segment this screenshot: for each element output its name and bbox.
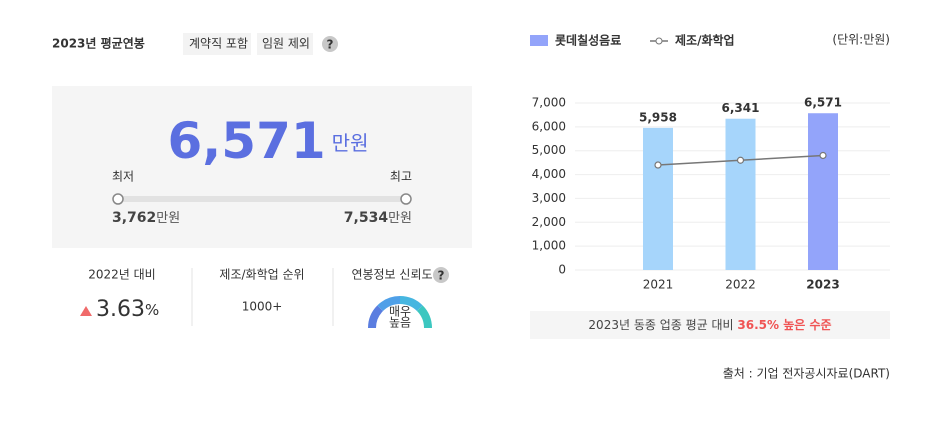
- range-max: [400, 193, 412, 205]
- legend-swatch: [655, 37, 663, 45]
- min: 3,762만원: [112, 210, 180, 226]
- comparison-highlight: 36.5% 높은 수준: [737, 318, 831, 332]
- bar: [643, 127, 673, 270]
- comparison: 2023년 동종 업종 평균 대비 36.5% 높은 수준: [588, 318, 831, 332]
- gauge-segment: [416, 305, 432, 329]
- value-label: 5,958: [639, 110, 677, 124]
- y-tick-label: 1,000: [532, 239, 566, 253]
- max-value: 7,534: [344, 210, 389, 226]
- gauge-segment: [377, 296, 401, 312]
- stat-number: 3.63: [96, 297, 145, 322]
- y-tick-label: 4,000: [532, 167, 566, 181]
- stat-label: 연봉정보 신뢰도: [351, 268, 432, 282]
- legend-label: 제조/화학업: [675, 33, 735, 48]
- y-tick-label: 7,000: [532, 96, 566, 110]
- gauge-segment: [399, 296, 423, 312]
- tag-bg: [257, 33, 313, 55]
- max-label: 최고: [390, 170, 412, 184]
- y-tick-label: 5,000: [532, 143, 566, 157]
- value-label: 6,341: [722, 101, 760, 115]
- min-label: 최저: [112, 170, 134, 184]
- y-tick-label: 6,000: [532, 119, 566, 133]
- range-min: [112, 193, 124, 205]
- help-icon[interactable]: [433, 267, 449, 283]
- line-marker: [819, 151, 827, 160]
- x-tick-label: 2021: [643, 278, 674, 292]
- legend-label: 롯데칠성음료: [555, 33, 621, 48]
- line-marker: [654, 161, 662, 169]
- bar: [725, 118, 756, 270]
- source: 출처 : 기업 전자공시자료(DART): [723, 367, 890, 381]
- max-unit: 만원: [388, 211, 412, 226]
- stat-label: 2022년 대비: [88, 268, 155, 282]
- line-marker: [736, 156, 745, 164]
- comparison-text: 2023년 동종 업종 평균 대비: [588, 318, 737, 332]
- tag-bg: [183, 33, 251, 55]
- range-track: [118, 196, 406, 202]
- salary-box: [52, 86, 472, 248]
- salary-value: 6,571: [168, 112, 326, 170]
- stat-unit: %: [145, 301, 159, 319]
- gauge-text: 매우: [389, 305, 411, 319]
- legend: 롯데칠성음료 제조/화학업: [530, 33, 735, 48]
- comparison-box: [530, 311, 890, 339]
- help-text[interactable]: ?: [438, 269, 445, 283]
- chart: 0 1,000 2,000 3,000 4,000 5,000 6,000 7,000 2021…: [532, 96, 890, 292]
- up-arrow: [80, 306, 92, 316]
- gauge-segment: [368, 305, 384, 329]
- x-tick-label: 2023: [806, 278, 839, 292]
- salary: 6,571 만원: [168, 112, 369, 170]
- y-tick-label: 0: [558, 263, 566, 277]
- tag: 임원 제외: [262, 37, 310, 51]
- max: 7,534만원: [344, 210, 412, 226]
- x-tick-label: 2022: [725, 278, 756, 292]
- help-text[interactable]: ?: [327, 38, 334, 52]
- value-label: 6,571: [804, 96, 842, 110]
- min-unit: 만원: [156, 211, 180, 226]
- legend-swatch: [530, 35, 548, 46]
- help-icon[interactable]: [322, 36, 338, 52]
- gauge-text: 높음: [389, 316, 411, 330]
- stat-label: 제조/화학업 순위: [219, 268, 304, 282]
- y-tick-label: 3,000: [532, 191, 566, 205]
- salary-unit: 만원: [332, 131, 369, 155]
- stat-value: 3.63%: [96, 297, 159, 322]
- unit-label: (단위:만원): [832, 33, 890, 47]
- bar: [808, 113, 838, 270]
- min-value: 3,762: [112, 210, 156, 226]
- gauge: [368, 296, 432, 329]
- tag: 계약직 포함: [189, 36, 248, 51]
- stat-value: 1000+: [242, 300, 283, 314]
- y-tick-label: 2,000: [532, 215, 566, 229]
- title: 2023년 평균연봉: [52, 36, 145, 51]
